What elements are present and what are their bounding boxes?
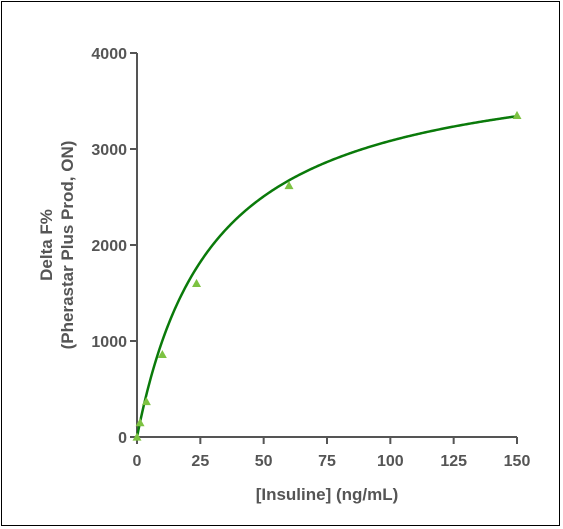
x-tick-label: 150 <box>504 453 531 470</box>
y-axis-ticks: 0 1000 2000 3000 4000 <box>91 46 137 447</box>
data-point <box>132 432 142 441</box>
data-point <box>192 278 202 287</box>
x-tick-label: 25 <box>191 453 209 470</box>
y-tick-label: 2000 <box>91 238 127 255</box>
x-tick-label: 125 <box>440 453 467 470</box>
x-tick-label: 50 <box>255 453 273 470</box>
data-point <box>141 396 151 406</box>
fit-curve <box>135 114 518 438</box>
data-point <box>512 110 522 119</box>
data-point <box>135 418 145 427</box>
y-axis-title-line2: (Pherastar Plus Prod, ON) <box>58 141 77 350</box>
data-point <box>157 349 167 359</box>
y-axis-title-line1: Delta F% <box>37 209 56 281</box>
x-tick-label: 0 <box>133 453 142 470</box>
y-tick-label: 1000 <box>91 334 127 351</box>
x-tick-label: 100 <box>377 453 404 470</box>
data-points <box>132 110 522 441</box>
y-axis-title: Delta F% (Pherastar Plus Prod, ON) <box>37 141 77 350</box>
x-tick-label: 75 <box>318 453 336 470</box>
x-axis-title: [Insuline] (ng/mL) <box>256 485 399 504</box>
y-tick-label: 0 <box>118 430 127 447</box>
x-axis-ticks: 0 25 50 75 100 125 150 <box>133 437 531 470</box>
axes <box>136 53 517 438</box>
data-point <box>284 180 294 190</box>
y-tick-label: 4000 <box>91 46 127 63</box>
y-tick-label: 3000 <box>91 142 127 159</box>
